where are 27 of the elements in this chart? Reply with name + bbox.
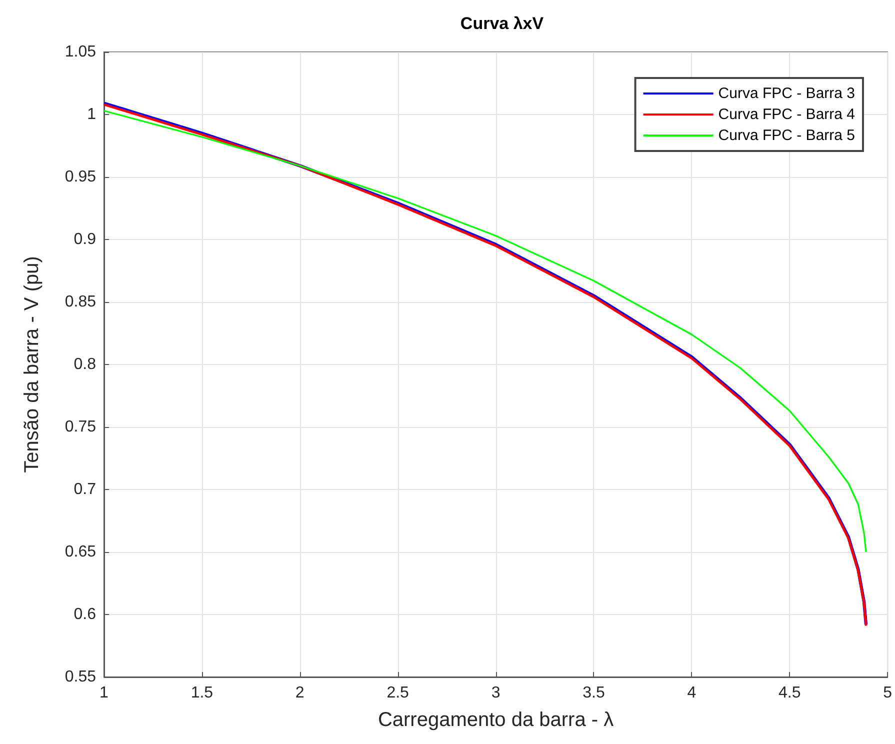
x-tick-label: 2.5 bbox=[386, 684, 410, 702]
y-tick-label: 1 bbox=[87, 106, 96, 123]
y-tick-label: 0.8 bbox=[74, 356, 96, 373]
y-tick-label: 0.55 bbox=[64, 668, 96, 686]
x-tick-label: 2 bbox=[295, 684, 304, 702]
x-tick-label: 4.5 bbox=[778, 684, 801, 702]
x-tick-label: 3 bbox=[491, 684, 500, 702]
x-tick-label: 1 bbox=[100, 684, 109, 702]
x-tick-label: 4 bbox=[687, 684, 696, 702]
y-tick-label: 0.65 bbox=[64, 544, 96, 560]
x-tick-label: 5 bbox=[883, 684, 892, 702]
y-tick-label: 0.6 bbox=[74, 606, 96, 623]
y-tick-label: 0.75 bbox=[64, 418, 96, 436]
legend-label: Curva FPC - Barra 3 bbox=[718, 85, 856, 102]
y-axis-title: Tensão da barra - V (pu) bbox=[21, 256, 43, 473]
line-series bbox=[103, 110, 867, 553]
legend-label: Curva FPC - Barra 4 bbox=[718, 106, 856, 123]
y-tick-label: 0.9 bbox=[74, 231, 96, 248]
y-tick-label: 0.85 bbox=[64, 294, 96, 310]
x-tick-label: 1.5 bbox=[190, 684, 214, 702]
legend-label: Curva FPC - Barra 5 bbox=[718, 127, 856, 144]
x-tick-label: 3.5 bbox=[582, 684, 605, 702]
y-tick-label: 1.05 bbox=[64, 44, 96, 60]
y-tick-label: 0.95 bbox=[64, 168, 96, 186]
x-axis-title: Carregamento da barra - λ bbox=[378, 709, 614, 731]
chart-title: Curva λxV bbox=[460, 14, 544, 33]
y-tick-label: 0.7 bbox=[74, 481, 96, 498]
